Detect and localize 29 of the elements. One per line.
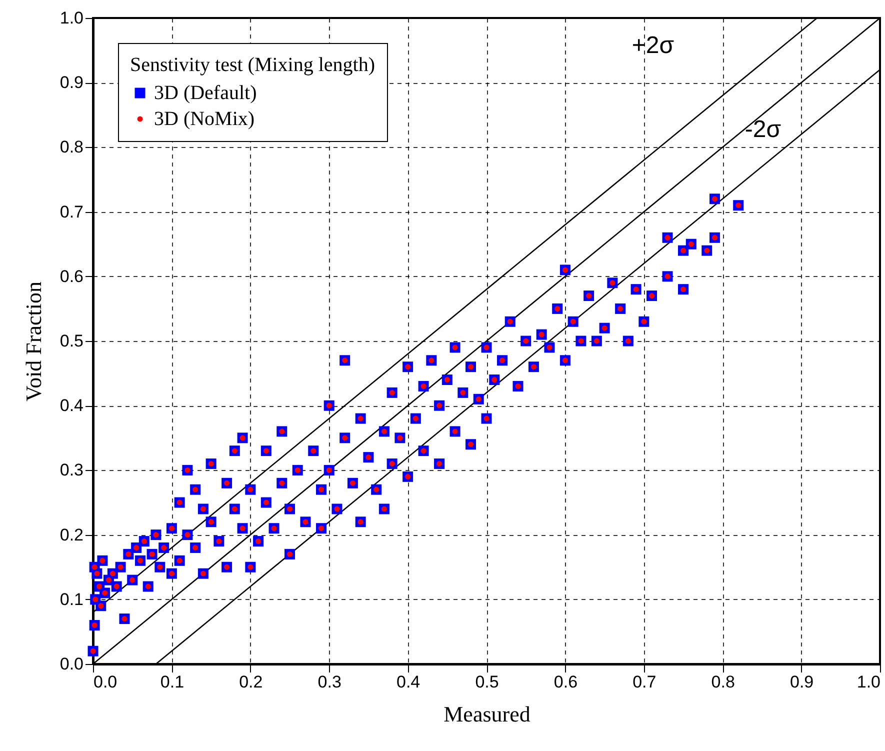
y-tick-label: 0.6 [60, 266, 84, 286]
y-tick-label: 0.0 [60, 654, 84, 674]
legend-label: 3D (NoMix) [154, 108, 255, 130]
x-tick-label: 0.0 [94, 672, 118, 692]
y-tick-label: 0.2 [60, 525, 84, 544]
annotation: -2σ [744, 116, 782, 143]
x-tick-label: 0.4 [396, 672, 420, 692]
legend-label: 3D (Default) [154, 82, 257, 104]
x-tick-label: 0.9 [790, 672, 814, 692]
annotation: +2σ [632, 32, 674, 59]
y-axis-title: Void Fraction [20, 282, 46, 402]
x-tick-label: 0.7 [632, 672, 656, 692]
y-tick-label: 0.7 [60, 202, 84, 222]
y-tick-label: 0.4 [60, 396, 84, 416]
x-tick-label: 0.8 [711, 672, 735, 692]
x-tick-label: 1.0 [856, 672, 880, 692]
x-tick-label: 0.2 [239, 672, 263, 692]
x-tick-label: 0.5 [475, 672, 499, 692]
x-tick-label: 0.6 [554, 672, 578, 692]
legend-title: Senstivity test (Mixing length) [130, 54, 375, 76]
y-tick-label: 0.9 [60, 73, 84, 92]
y-tick-label: 0.1 [60, 590, 84, 609]
y-tick-label: 0.5 [60, 332, 84, 350]
y-tick-label: 1.0 [60, 8, 84, 28]
x-axis-title: Measured [444, 702, 530, 726]
x-tick-label: 0.3 [318, 672, 342, 692]
x-tick-label: 0.1 [160, 672, 184, 692]
y-tick-label: 0.3 [60, 460, 84, 480]
y-tick-label: 0.8 [60, 138, 84, 157]
